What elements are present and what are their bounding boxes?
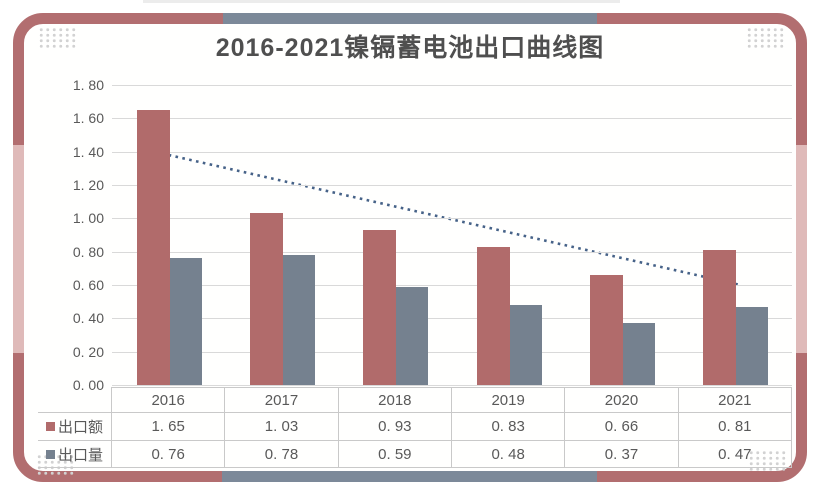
table-cell-export-value-2018: 0. 93	[338, 413, 452, 441]
table-cell-export-volume-2019: 0. 48	[452, 441, 566, 468]
plot-area	[112, 85, 792, 386]
legend-export-value-marker	[45, 422, 55, 431]
bar-export-volume-2019	[509, 305, 542, 385]
gridline	[112, 85, 792, 86]
legend-export-volume-marker	[45, 449, 55, 459]
y-axis-tick-label: 1. 40	[72, 143, 104, 160]
border-accent-left-pink	[13, 145, 24, 353]
table-header-2021: 2021	[678, 387, 792, 413]
y-axis-tick-label: 1. 60	[72, 110, 104, 127]
y-axis-tick-label: 0. 40	[72, 310, 104, 327]
dot-grid-decoration-top-left	[38, 27, 77, 49]
gridline	[112, 351, 792, 353]
y-axis-tick-label: 1. 80	[72, 77, 104, 93]
gridline	[112, 285, 792, 286]
gridline	[112, 151, 792, 153]
bar-export-value-2016	[136, 110, 170, 385]
table-cell-export-volume-2017: 0. 78	[225, 441, 339, 468]
y-axis-tick-label: 1. 00	[72, 210, 104, 227]
table-cell-export-value-2021: 0. 81	[678, 413, 792, 441]
chart-title: 2016-2021镍镉蓄电池出口曲线图	[215, 34, 605, 62]
gridline	[112, 218, 792, 220]
table-cell-export-volume-2016: 0. 76	[112, 441, 226, 468]
data-table: 2016 2017 2018 2019 2020 2021 出口额 1. 65 1. 03 0. …	[38, 387, 792, 468]
table-cell-export-volume-2018: 0. 59	[338, 441, 452, 468]
y-axis-tick-label: 0. 20	[72, 343, 104, 360]
gridline	[112, 318, 792, 320]
top-edge-artifact-strip	[143, 0, 620, 3]
bar-export-volume-2021	[736, 306, 769, 385]
border-accent-bottom-gray	[222, 471, 597, 482]
legend-export-volume-label: 出口量	[57, 446, 103, 464]
trend-line	[168, 153, 741, 287]
bar-export-value-2020	[590, 275, 623, 385]
border-accent-right-pink	[796, 145, 807, 353]
table-cell-export-value-2019: 0. 83	[452, 413, 566, 441]
y-axis-tick-label: 0. 60	[72, 277, 104, 293]
dot-grid-decoration-bottom-left	[36, 454, 75, 476]
bar-export-volume-2020	[623, 323, 655, 385]
bar-export-value-2017	[250, 213, 283, 385]
table-corner-cell	[38, 387, 112, 413]
table-cell-export-value-2017: 1. 03	[225, 413, 339, 441]
bar-export-volume-2016	[169, 258, 202, 385]
table-cell-export-value-2016: 1. 65	[112, 413, 226, 441]
table-header-2020: 2020	[565, 387, 679, 413]
dot-grid-decoration-bottom-right	[748, 450, 787, 472]
gridline	[112, 251, 792, 253]
border-accent-top-gray	[223, 13, 597, 24]
gridline	[112, 185, 792, 186]
dot-grid-decoration-top-right	[746, 27, 785, 49]
table-cell-export-value-2020: 0. 66	[565, 413, 679, 441]
table-cell-export-volume-2021: 0. 47	[678, 441, 792, 468]
table-cell-export-volume-2020: 0. 37	[565, 441, 679, 468]
table-header-2017: 2017	[225, 387, 339, 413]
legend-export-value-label: 出口额	[57, 419, 103, 436]
bar-export-value-2021	[703, 250, 737, 385]
bar-export-value-2019	[476, 246, 510, 385]
y-axis-tick-label: 0. 00	[72, 377, 104, 393]
table-header-2016: 2016	[112, 387, 226, 413]
bar-export-volume-2017	[283, 255, 315, 385]
table-header-2018: 2018	[338, 387, 452, 413]
gridline	[112, 385, 792, 386]
table-header-2019: 2019	[452, 387, 566, 413]
y-axis-tick-label: 0. 80	[72, 243, 104, 260]
y-axis-tick-label: 1. 20	[72, 177, 104, 193]
table-row-label-export-value: 出口额	[38, 413, 112, 441]
gridline	[112, 118, 792, 120]
table-row-label-export-volume: 出口量	[38, 441, 112, 468]
bar-export-volume-2018	[396, 286, 429, 385]
bar-export-value-2018	[363, 230, 397, 385]
